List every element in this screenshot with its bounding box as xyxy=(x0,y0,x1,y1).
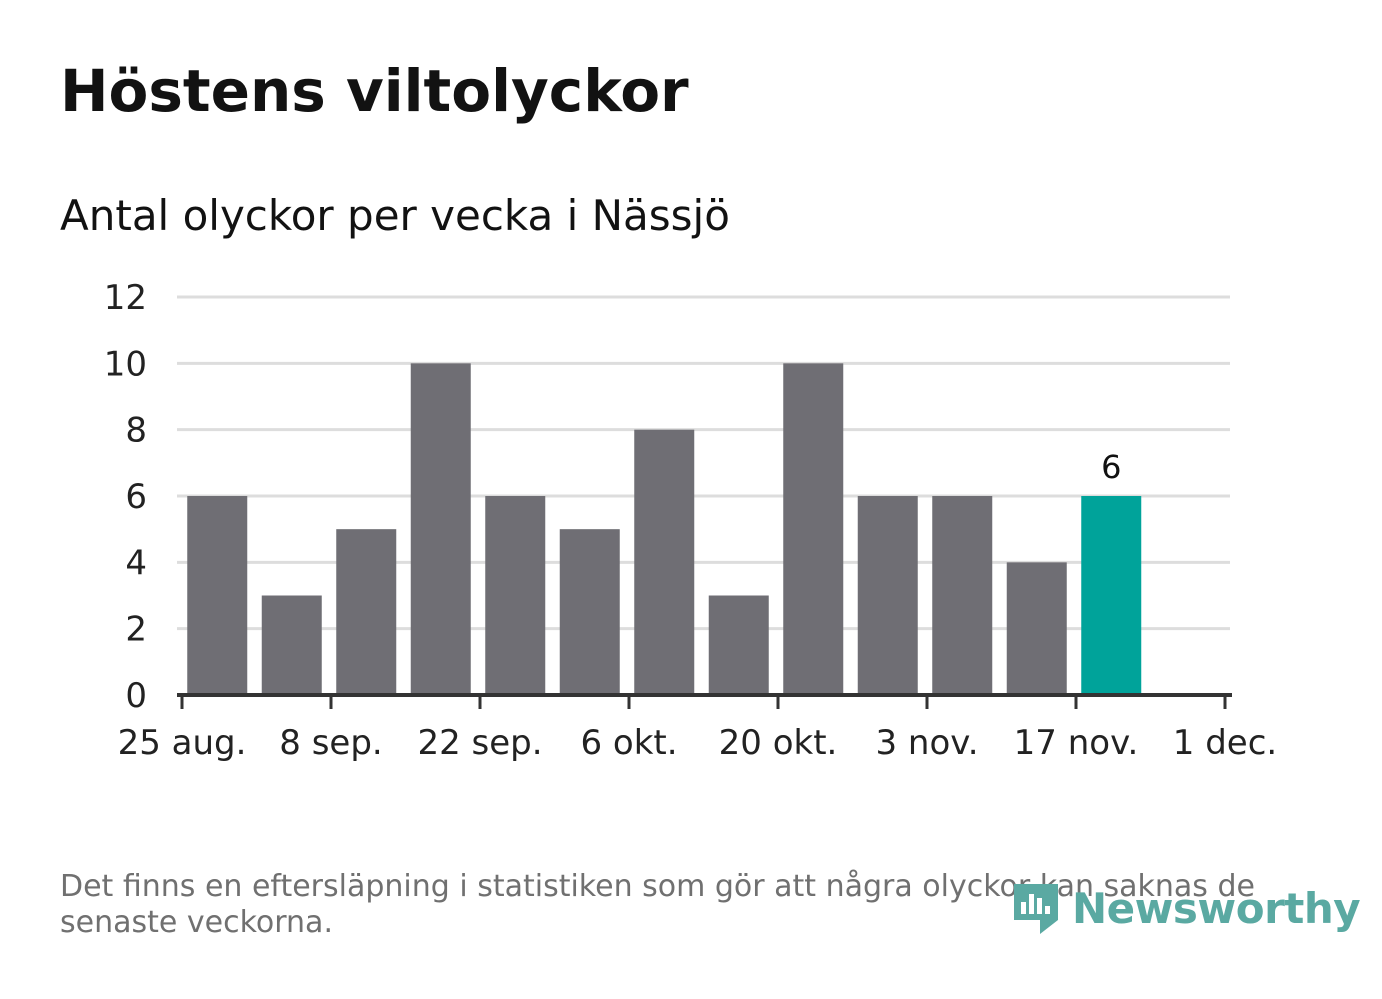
y-tick-label: 0 xyxy=(125,676,147,716)
x-axis xyxy=(177,693,1232,709)
y-tick-label: 10 xyxy=(104,344,147,384)
bar xyxy=(1006,562,1067,695)
x-tick-label: 3 nov. xyxy=(875,723,978,763)
x-tick-label: 22 sep. xyxy=(417,723,542,763)
y-tick-label: 4 xyxy=(125,543,147,583)
x-tick-label: 25 aug. xyxy=(118,723,247,763)
newsworthy-logo: Newsworthy xyxy=(1010,876,1361,940)
bar xyxy=(634,429,695,695)
newsworthy-logo-icon xyxy=(1014,884,1058,934)
chart-subtitle: Antal olyckor per vecka i Nässjö xyxy=(60,191,730,240)
x-tick-label: 17 nov. xyxy=(1014,723,1139,763)
x-tick-label: 1 dec. xyxy=(1173,723,1277,763)
gridlines xyxy=(177,295,1230,631)
x-tick-label: 8 sep. xyxy=(279,723,382,763)
bar xyxy=(932,496,993,695)
data-labels: 6 xyxy=(1101,448,1121,486)
x-axis-labels: 25 aug. 8 sep. 22 sep. 6 okt. 20 okt. 3 nov. 1… xyxy=(118,723,1278,763)
bar xyxy=(783,363,844,695)
y-tick-label: 2 xyxy=(125,610,147,650)
x-tick-label: 6 okt. xyxy=(580,723,677,763)
logo-text: Newsworthy xyxy=(1072,883,1361,933)
bar xyxy=(857,496,918,695)
bar xyxy=(261,595,322,695)
bars xyxy=(187,363,1142,695)
data-label: 6 xyxy=(1101,448,1121,486)
bar xyxy=(410,363,471,695)
y-tick-label: 12 xyxy=(104,278,147,318)
bar xyxy=(485,496,546,695)
x-tick-label: 20 okt. xyxy=(719,723,838,763)
y-tick-label: 8 xyxy=(125,411,147,451)
y-axis-labels: 0 2 4 6 8 10 12 xyxy=(104,278,147,716)
bar xyxy=(187,496,248,695)
bar xyxy=(708,595,769,695)
y-tick-label: 6 xyxy=(125,477,147,517)
bar xyxy=(1081,496,1142,695)
bar xyxy=(336,529,397,695)
bar xyxy=(559,529,620,695)
chart-title: Höstens viltolyckor xyxy=(60,57,689,125)
